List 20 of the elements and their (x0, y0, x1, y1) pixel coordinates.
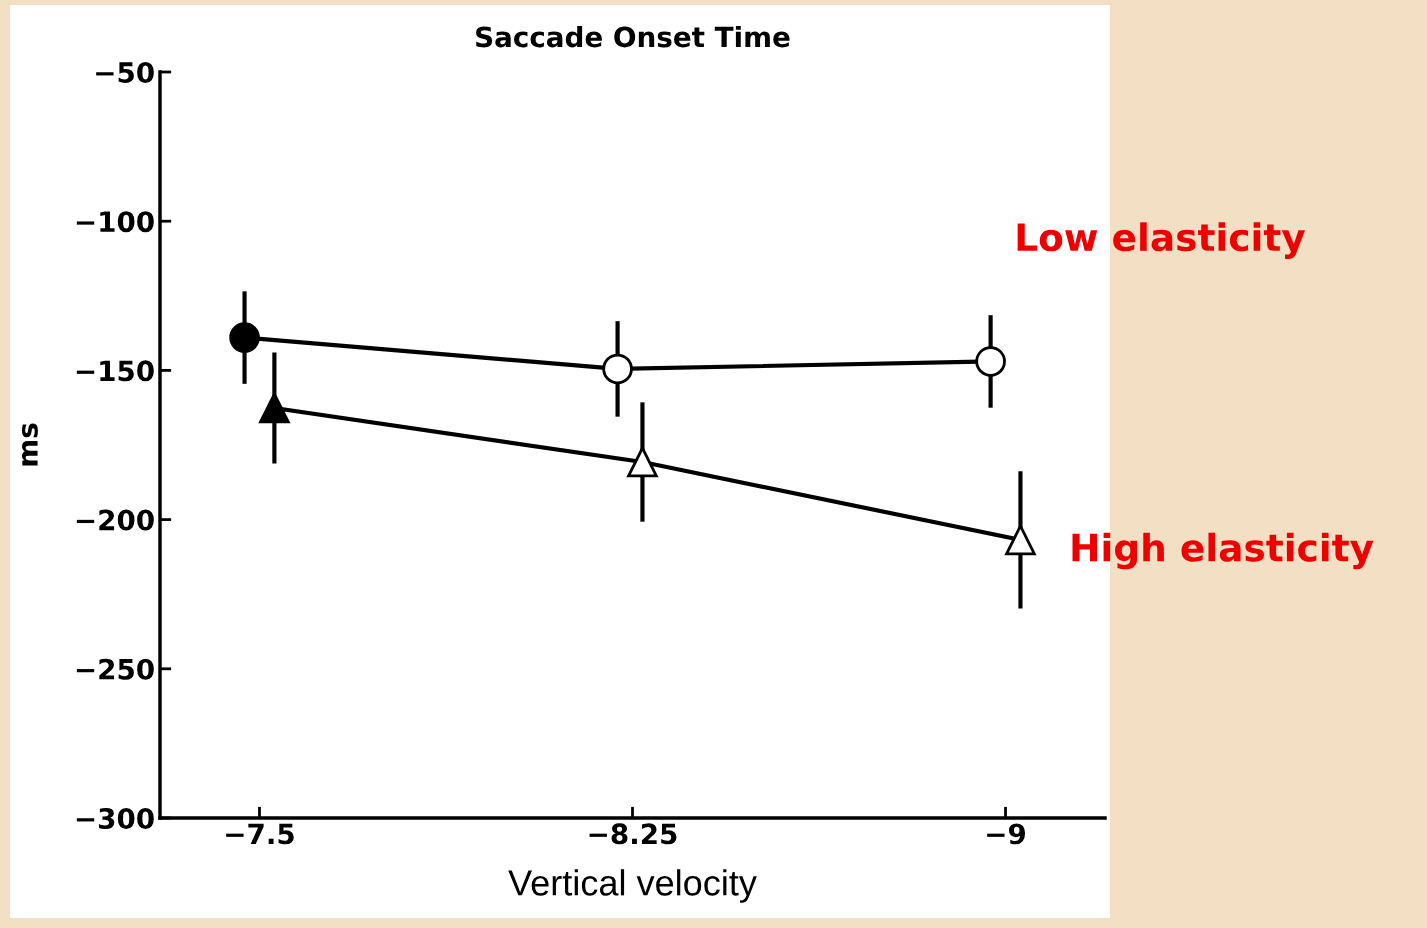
point (259, 392, 290, 424)
point (1005, 524, 1036, 556)
point (627, 446, 658, 478)
point (602, 353, 633, 385)
point (975, 346, 1006, 377)
y-tick-label: −50 (96, 61, 154, 83)
point (229, 322, 260, 353)
y-tick-label: −150 (76, 360, 154, 382)
x-tick-label: −8.25 (589, 823, 677, 845)
text: Low elasticity (1017, 222, 1306, 259)
y-tick-label: −250 (76, 658, 154, 680)
series-label: High elasticity (1072, 532, 1374, 570)
x-tick-label: −7.5 (226, 823, 294, 845)
y-tick-label: −200 (76, 509, 154, 531)
y-axis-title: ms (21, 423, 38, 466)
y-tick-label: −100 (76, 211, 154, 233)
x-tick-label: −9 (987, 823, 1026, 845)
x-axis-title: Vertical velocity (508, 869, 757, 903)
chart-title: Saccade Onset Time (476, 25, 790, 48)
y-tick-label: −300 (76, 807, 154, 829)
